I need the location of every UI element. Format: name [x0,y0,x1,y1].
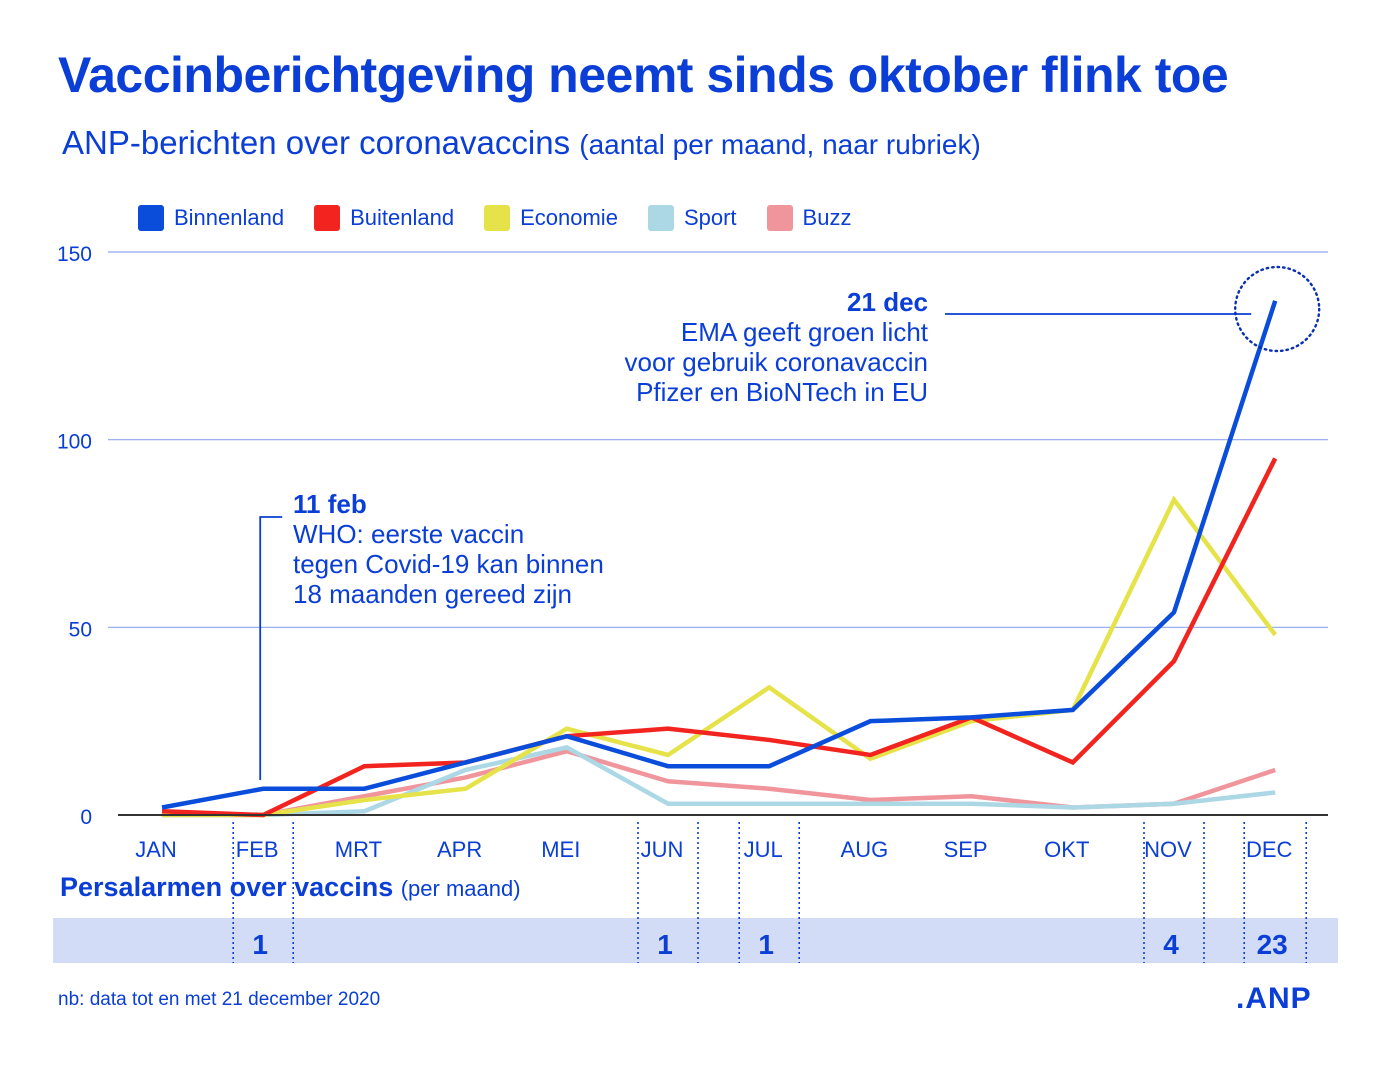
x-tick-label: MRT [335,837,382,862]
subtitle-detail: (aantal per maand, naar rubriek) [579,129,981,160]
x-tick-label: AUG [841,837,889,862]
legend-label: Binnenland [174,205,285,230]
footnote: nb: data tot en met 21 december 2020 [58,989,381,1010]
x-tick-label: APR [437,837,482,862]
legend-item: Binnenland [138,205,284,231]
annotation-date: 11 feb [293,489,367,519]
legend-item: Buzz [766,205,852,231]
annotation-dec: 21 dec EMA geeft groen licht voor gebrui… [540,287,929,407]
x-tick-label: FEB [236,837,279,862]
alarm-count: 1 [252,929,268,960]
annotation-line: voor gebruik coronavaccin [624,347,929,377]
anp-logo: .ANP [1236,982,1312,1015]
alarm-band [53,918,1338,963]
x-tick-label: MEI [541,837,580,862]
x-tick-label: NOV [1144,837,1192,862]
alarm-count: 1 [758,929,774,960]
legend-swatch [647,205,674,231]
y-tick-label: 100 [57,431,92,454]
legend-swatch [766,205,793,231]
alarms-title-detail: (per maand) [400,876,521,901]
alarms-title: Persalarmen over vaccins (per maand) [60,872,521,903]
alarm-count: 23 [1257,929,1288,960]
x-tick-label: JUN [641,837,684,862]
x-tick-label: JAN [135,837,177,862]
chart-title: Vaccinberichtgeving neemt sinds oktober … [58,47,1229,103]
chart-subtitle: ANP-berichten over coronavaccins (aantal… [62,124,981,162]
legend-swatch [138,205,164,231]
annotation-line: WHO: eerste vaccin [293,519,525,549]
annotation-line: tegen Covid-19 kan binnen [293,549,604,579]
legend-label: Economie [520,205,618,230]
x-tick-label: OKT [1044,837,1089,862]
series-line-buitenland [161,457,1278,818]
annotation-date: 21 dec [847,287,928,317]
legend-item: Economie [484,205,618,231]
legend: Binnenland Buitenland Economie Sport Buzz [138,205,851,231]
y-tick-label: 50 [69,618,92,641]
annotation-line: EMA geeft groen licht [680,317,928,347]
legend-item: Sport [647,205,737,231]
series-line-sport [162,745,1276,818]
annotation-feb: 11 feb WHO: eerste vaccin tegen Covid-19… [293,489,604,609]
legend-item: Buitenland [314,205,454,231]
highlight-circle [1233,265,1321,353]
annotation-line: Pfizer en BioNTech in EU [636,377,928,407]
x-tick-label: JUL [744,837,783,862]
alarm-count: 1 [657,929,673,960]
legend-label: Sport [683,205,737,230]
legend-label: Buzz [802,205,852,230]
alarm-count: 4 [1163,929,1179,960]
annotation-leader-feb [259,516,283,780]
alarms-title-main: Persalarmen over vaccins [60,872,394,902]
x-tick-label: SEP [944,837,988,862]
series-line-binnenland [161,300,1278,810]
series-line-economie [162,495,1278,818]
legend-label: Buitenland [350,205,455,230]
y-tick-label: 0 [80,806,92,829]
y-tick-label: 150 [57,243,92,266]
annotation-line: 18 maanden gereed zijn [293,579,572,609]
legend-swatch [314,205,341,231]
x-tick-label: DEC [1246,837,1293,862]
subtitle-main: ANP-berichten over coronavaccins [62,124,571,161]
legend-swatch [484,205,511,231]
